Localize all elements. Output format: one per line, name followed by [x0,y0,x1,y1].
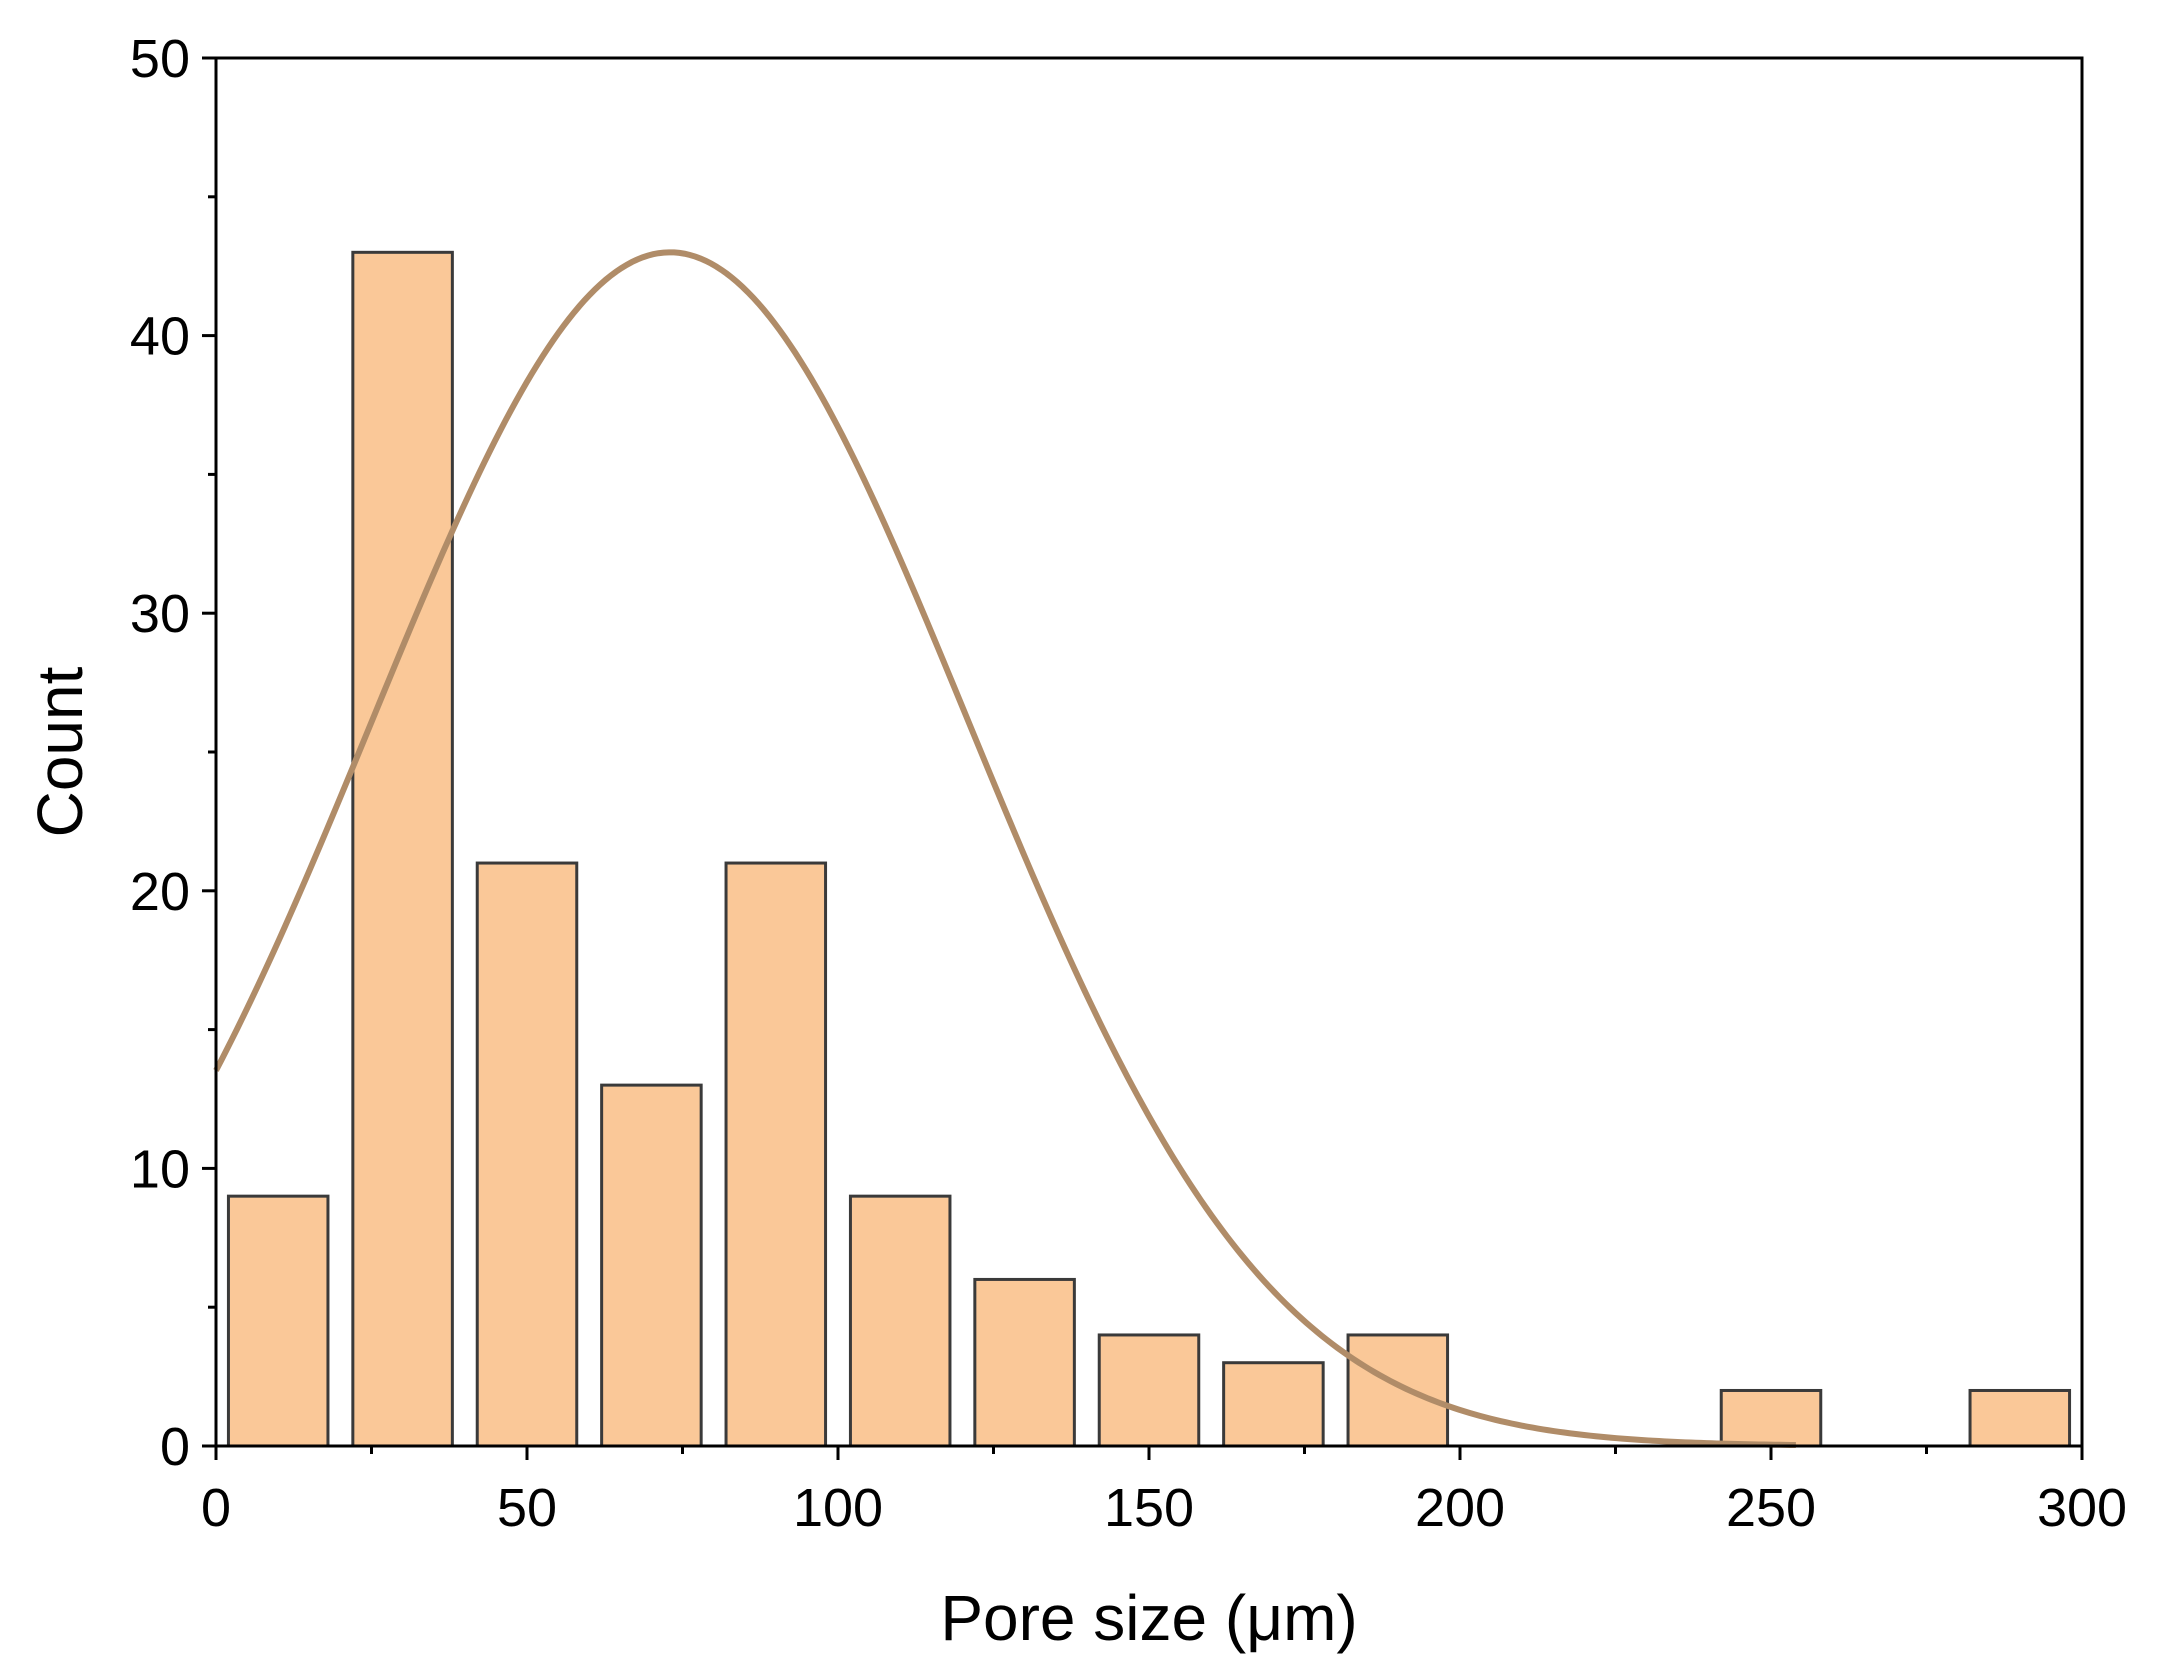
bar-1 [351,250,454,1448]
x-tick-label-6: 300 [2037,1478,2127,1538]
x-tick-label-3: 150 [1104,1478,1194,1538]
bar-11 [1968,1388,2072,1448]
y-tick-label-4: 40 [130,307,190,367]
x-tick-label-2: 100 [793,1478,883,1538]
y-tick-label-5: 50 [130,29,190,89]
fit-curve [213,249,1796,1449]
y-tick-label-0: 0 [160,1417,190,1477]
y-tick-label-2: 20 [130,862,190,922]
ticks-group [202,56,2084,1460]
x-tick-label-1: 50 [497,1478,557,1538]
bar-0 [226,1194,330,1448]
bar-7 [1097,1333,1201,1448]
x-axis-title: Pore size (μm) [940,1582,1357,1654]
tick-labels-group: 0 50 100 150 200 250 300 0 10 20 30 40 50 [130,29,2127,1538]
bar-2 [475,861,579,1448]
bar-8 [1222,1361,1325,1448]
y-tick-label-3: 30 [130,584,190,644]
x-tick-label-5: 250 [1726,1478,1816,1538]
y-tick-label-1: 10 [130,1139,190,1199]
x-tick-label-0: 0 [201,1478,231,1538]
bar-10 [1719,1388,1823,1448]
bar-3 [600,1083,703,1448]
bars-group [226,250,2072,1448]
bar-6 [973,1277,1076,1448]
bar-5 [848,1194,952,1448]
x-tick-label-4: 200 [1415,1478,1505,1538]
bar-9 [1346,1333,1450,1448]
y-axis-title: Count [24,666,96,837]
bar-4 [724,861,828,1448]
